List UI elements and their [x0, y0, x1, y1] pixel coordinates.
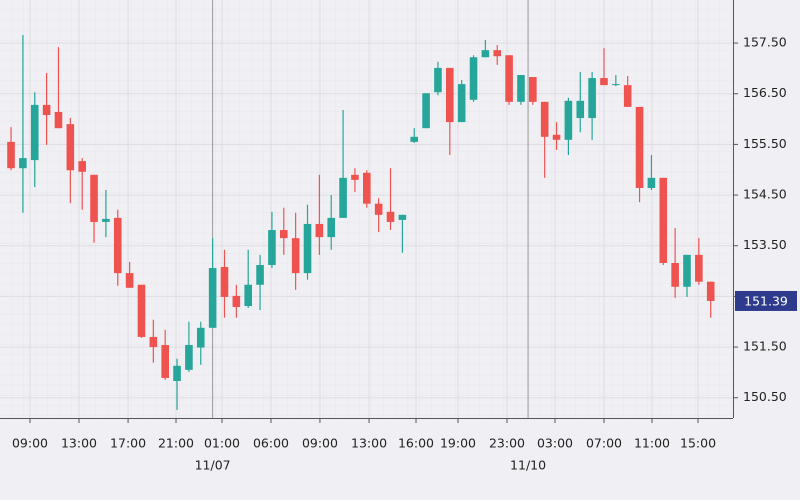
candle-body [469, 57, 478, 100]
candle-body [42, 104, 51, 116]
x-tick-label: 09:00 [302, 436, 338, 451]
candle-body [196, 327, 205, 348]
date-label: 11/07 [195, 458, 231, 473]
candle-body [564, 100, 573, 140]
candle-body [125, 273, 134, 288]
x-tick-label: 19:00 [440, 436, 476, 451]
y-tick-label: 155.50 [743, 136, 787, 151]
candle-body [362, 172, 371, 204]
y-tick-label: 156.50 [743, 85, 787, 100]
candle-body [303, 223, 312, 274]
y-tick-label: 150.50 [743, 389, 787, 404]
candle-body [90, 174, 98, 222]
candle-body [422, 93, 430, 129]
candle-body [647, 177, 656, 188]
candle-body [706, 281, 715, 301]
minor-grid [0, 0, 733, 418]
candle-body [78, 161, 86, 172]
candle-body [588, 78, 596, 119]
candle-body [208, 268, 217, 328]
candle-body [659, 177, 668, 263]
candle-body [315, 223, 324, 238]
candle-body [113, 217, 122, 274]
y-tick-label: 153.50 [743, 237, 787, 252]
candle-body [671, 262, 679, 287]
candle-body [102, 218, 110, 222]
candle-body [149, 336, 158, 348]
candle-body [268, 230, 276, 265]
candle-body [540, 101, 549, 137]
candle-body [185, 345, 193, 370]
candle-body [256, 264, 264, 285]
date-label: 11/10 [510, 458, 546, 473]
candle-body [232, 295, 241, 308]
y-tick-label: 151.50 [743, 339, 787, 354]
candle-body [351, 174, 359, 180]
candle-body [66, 124, 75, 171]
candle-body [623, 85, 632, 107]
x-tick-label: 13:00 [351, 436, 387, 451]
candle-body [173, 365, 181, 382]
candle-body [434, 67, 442, 93]
candle-body [695, 254, 703, 282]
candle-body [291, 238, 300, 274]
candle-body [410, 136, 419, 142]
candle-body [137, 284, 146, 337]
candle-body [529, 77, 537, 102]
candle-body [327, 217, 336, 238]
candle-body [398, 214, 407, 220]
candle-body [7, 141, 15, 169]
last-price-label: 151.39 [744, 293, 788, 308]
x-tick-label: 06:00 [253, 436, 289, 451]
candle-body [683, 254, 691, 287]
candle-body [339, 177, 347, 218]
candle-body [517, 74, 525, 102]
candle-body [386, 211, 395, 222]
candle-body [457, 84, 466, 123]
candle-body [612, 84, 620, 86]
x-tick-label: 01:00 [204, 436, 240, 451]
x-tick-label: 03:00 [537, 436, 573, 451]
y-tick-label: 157.50 [743, 35, 787, 50]
candle-body [635, 106, 644, 188]
candle-body [19, 158, 27, 169]
x-tick-label: 07:00 [586, 436, 622, 451]
candle-body [493, 50, 502, 57]
x-tick-label: 09:00 [12, 436, 48, 451]
candle-body [446, 67, 454, 123]
candle-body [161, 345, 169, 378]
x-tick-label: 13:00 [61, 436, 97, 451]
candle-body [30, 104, 39, 161]
x-tick-label: 16:00 [398, 436, 434, 451]
x-tick-label: 17:00 [110, 436, 146, 451]
x-tick-label: 11:00 [634, 436, 670, 451]
candle-body [481, 50, 490, 58]
candle-body [54, 111, 63, 129]
candle-body [374, 203, 383, 215]
last-price-box [735, 290, 797, 311]
candle-body [220, 267, 229, 297]
candle-body [279, 230, 288, 239]
x-tick-label: 23:00 [489, 436, 525, 451]
candle-body [505, 55, 513, 102]
y-tick-label: 154.50 [743, 187, 787, 202]
x-tick-label: 15:00 [680, 436, 716, 451]
candle-body [600, 78, 608, 86]
candle-body [552, 134, 561, 140]
x-tick-label: 21:00 [158, 436, 194, 451]
candle-body [244, 284, 253, 307]
candle-body [576, 100, 585, 119]
